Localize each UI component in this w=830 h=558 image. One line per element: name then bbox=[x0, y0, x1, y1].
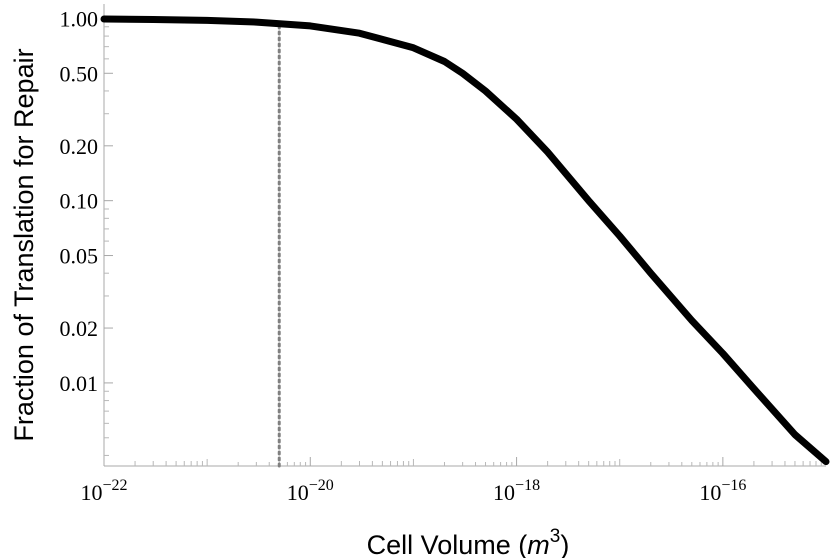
x-axis-label-prefix: Cell Volume ( bbox=[367, 530, 528, 558]
data-curve bbox=[100, 15, 830, 466]
y-tick-label: 0.10 bbox=[60, 189, 99, 214]
x-tick-label: 10−18 bbox=[493, 477, 540, 505]
plot-area bbox=[100, 15, 830, 468]
y-ticks: 1.00 0.50 0.20 0.10 0.05 0.02 0.01 bbox=[60, 6, 113, 456]
x-axis-label: Cell Volume (m3) bbox=[367, 526, 570, 558]
x-axis-label-unit: m bbox=[527, 530, 550, 558]
x-axis-label-exponent: 3 bbox=[550, 526, 561, 547]
y-tick-label: 0.50 bbox=[60, 61, 99, 86]
x-tick-label: 10−22 bbox=[80, 477, 127, 505]
axes bbox=[103, 4, 826, 467]
y-tick-label: 1.00 bbox=[60, 6, 99, 31]
y-tick-label: 0.01 bbox=[60, 371, 99, 396]
x-tick-label: 10−20 bbox=[287, 477, 334, 505]
x-axis-label-suffix: ) bbox=[560, 530, 569, 558]
y-axis-label: Fraction of Translation for Repair bbox=[9, 48, 39, 441]
y-tick-label: 0.05 bbox=[60, 244, 99, 269]
x-ticks: 10−22 10−20 10−18 10−16 bbox=[80, 457, 822, 505]
x-tick-label: 10−16 bbox=[699, 477, 746, 505]
y-tick-label: 0.02 bbox=[60, 316, 99, 341]
y-tick-label: 0.20 bbox=[60, 134, 99, 159]
